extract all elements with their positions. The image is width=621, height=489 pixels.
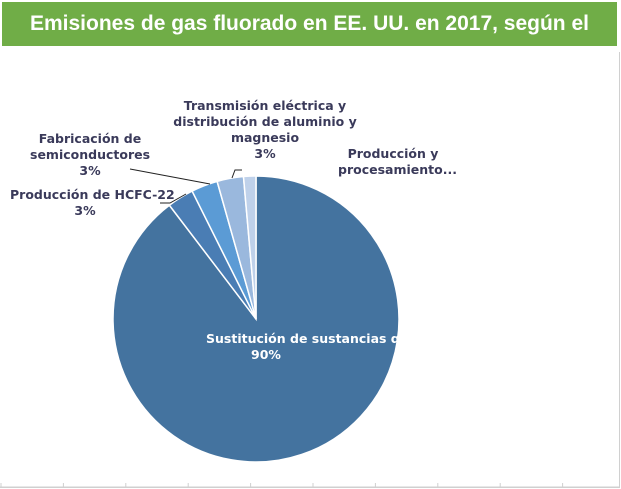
chart-title: Emisiones de gas fluorado en EE. UU. en … bbox=[2, 2, 617, 79]
leader-line-transmision bbox=[231, 169, 242, 179]
slice-value: 3% bbox=[79, 163, 101, 178]
label-hcfc: Producción de HCFC-22 3% bbox=[10, 187, 175, 219]
slice-label: Transmisión eléctrica y distribución de … bbox=[173, 98, 357, 145]
label-sustitucion: Sustitución de sustancias que destruyen … bbox=[206, 331, 556, 363]
label-semiconductores: Fabricación de semiconductores 3% bbox=[30, 131, 150, 179]
slice-value: 90% bbox=[251, 347, 281, 362]
slice-label: Producción y procesamiento... bbox=[338, 146, 457, 177]
slice-value: 3% bbox=[254, 146, 276, 161]
slice-label: Fabricación de semiconductores bbox=[30, 131, 151, 162]
label-transmision: Transmisión eléctrica y distribución de … bbox=[140, 98, 390, 162]
slice-value: 3% bbox=[74, 203, 96, 218]
leader-line-hcfc bbox=[160, 193, 187, 204]
slice-label: Producción de HCFC-22 bbox=[10, 187, 175, 202]
label-produccion: Producción y procesamiento... bbox=[338, 146, 457, 178]
pie-slice-4 bbox=[242, 175, 257, 320]
leader-line-semiconductores bbox=[129, 168, 211, 185]
slice-label: Sustitución de sustancias que destruyen … bbox=[206, 331, 557, 346]
